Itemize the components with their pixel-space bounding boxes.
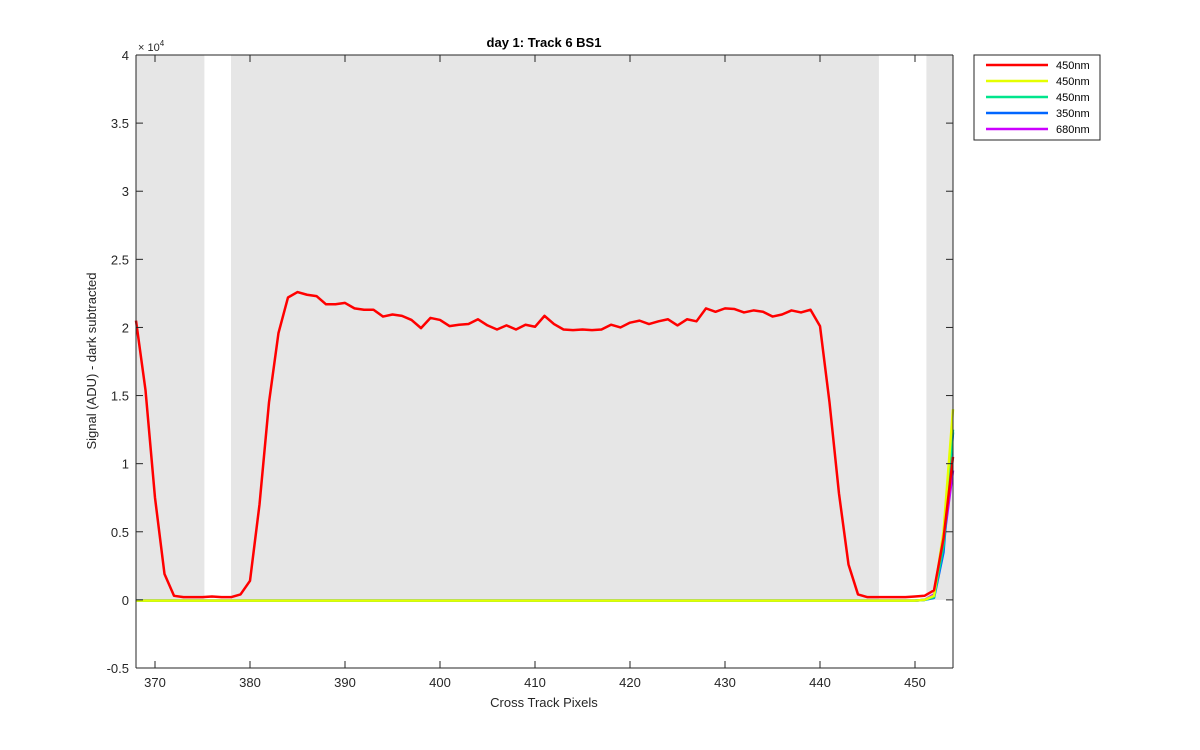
legend-label-2: 450nm (1056, 92, 1090, 104)
y-tick-label: 1 (122, 457, 129, 472)
y-axis-label: Signal (ADU) - dark subtracted (84, 272, 99, 449)
shaded-region-0 (136, 55, 205, 600)
y-tick-label: 2.5 (111, 252, 129, 267)
y-multiplier-label: × 104 (138, 39, 165, 54)
x-tick-label: 440 (809, 675, 831, 690)
y-multiplier-base: × 10 (138, 42, 160, 54)
y-tick-label: 2 (122, 320, 129, 335)
series-lines (134, 290, 955, 602)
shaded-regions (136, 55, 953, 600)
x-tick-label: 380 (239, 675, 261, 690)
shaded-region-1 (231, 55, 879, 600)
y-tick-label: 3 (122, 184, 129, 199)
chart-title: day 1: Track 6 BS1 (487, 35, 602, 50)
series-line-1 (136, 409, 955, 602)
y-tick-label: 1.5 (111, 389, 129, 404)
legend-label-3: 350nm (1056, 108, 1090, 120)
y-tick-label: 3.5 (111, 116, 129, 131)
series-line-0 (134, 290, 955, 599)
y-tick-label: 0 (122, 593, 129, 608)
x-tick-label: 390 (334, 675, 356, 690)
x-tick-label: 400 (429, 675, 451, 690)
y-ticks: -0.5 0 0.5 1 1.5 2 2.5 3 3.5 4 (107, 48, 953, 676)
x-tick-label: 370 (144, 675, 166, 690)
legend-label-4: 680nm (1056, 124, 1090, 136)
x-tick-label: 410 (524, 675, 546, 690)
y-tick-label: -0.5 (107, 661, 129, 676)
axes (135, 54, 954, 669)
x-axis-label: Cross Track Pixels (490, 695, 598, 710)
x-tick-label: 420 (619, 675, 641, 690)
legend-label-1: 450nm (1056, 76, 1090, 88)
y-tick-label: 4 (122, 48, 129, 63)
y-tick-label: 0.5 (111, 525, 129, 540)
x-ticks: 370 380 390 400 410 420 430 440 450 (144, 55, 926, 690)
legend: 450nm 450nm 450nm 350nm 680nm (973, 54, 1101, 141)
y-multiplier-exponent: 4 (160, 39, 165, 48)
legend-label-0: 450nm (1056, 60, 1090, 72)
x-tick-label: 430 (714, 675, 736, 690)
x-tick-label: 450 (904, 675, 926, 690)
